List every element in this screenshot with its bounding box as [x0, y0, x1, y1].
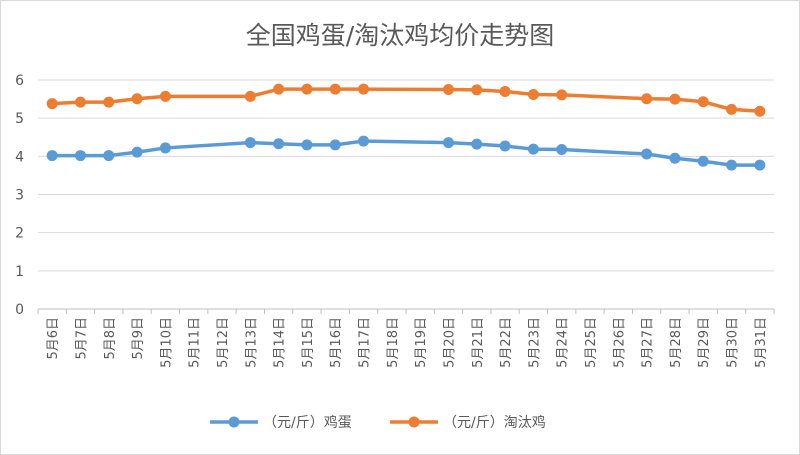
chart-title: 全国鸡蛋/淘汰鸡均价走势图 — [246, 21, 554, 50]
data-point — [329, 139, 341, 151]
legend-item: （元/斤）鸡蛋 — [210, 414, 352, 431]
x-tick-label: 5月19日 — [414, 317, 429, 368]
x-tick-label: 5月8日 — [103, 317, 118, 360]
data-point — [131, 146, 143, 158]
y-tick-label: 4 — [15, 149, 24, 165]
x-tick-label: 5月22日 — [499, 317, 514, 368]
data-point — [442, 137, 454, 149]
data-point — [103, 96, 115, 108]
series-1 — [46, 135, 766, 171]
data-point — [273, 83, 285, 95]
data-point — [697, 96, 709, 108]
data-point — [499, 140, 511, 152]
x-tick-label: 5月6日 — [46, 317, 61, 360]
data-point — [159, 90, 171, 102]
x-tick-label: 5月25日 — [584, 317, 599, 368]
data-point — [754, 159, 766, 171]
data-point — [641, 93, 653, 105]
data-point — [471, 84, 483, 96]
series-2 — [46, 83, 766, 117]
gridlines — [38, 79, 774, 310]
y-tick-label: 0 — [15, 302, 24, 318]
data-point — [74, 96, 86, 108]
data-point — [46, 150, 58, 162]
data-point — [726, 103, 738, 115]
x-axis: 5月6日 5月7日 5月8日 5月9日 5月10日 5月11日 5月12日 5月13日 5月14… — [37, 309, 775, 368]
data-point — [726, 159, 738, 171]
x-tick-label: 5月17日 — [358, 317, 373, 368]
x-tick-label: 5月21日 — [471, 317, 486, 368]
x-tick-label: 5月20日 — [442, 317, 457, 368]
x-tick-label: 5月16日 — [329, 317, 344, 368]
x-tick-label: 5月18日 — [386, 317, 401, 368]
x-tick-label: 5月30日 — [726, 317, 741, 368]
data-point — [442, 84, 454, 96]
data-point — [754, 105, 766, 117]
x-tick-label: 5月7日 — [74, 317, 89, 360]
x-tick-label: 5月24日 — [556, 317, 571, 368]
y-tick-label: 3 — [15, 188, 24, 204]
data-point — [471, 138, 483, 150]
y-tick-label: 1 — [15, 264, 24, 280]
data-point — [74, 150, 86, 162]
x-tick-label: 5月10日 — [159, 317, 174, 368]
y-tick-label: 2 — [15, 226, 24, 242]
legend-marker — [408, 416, 420, 428]
data-point — [527, 89, 539, 101]
x-tick-label: 5月29日 — [697, 317, 712, 368]
data-point — [556, 143, 568, 155]
data-point — [46, 98, 58, 110]
series — [46, 83, 766, 171]
series-line — [52, 139, 760, 167]
legend: （元/斤）鸡蛋 （元/斤）淘汰鸡 — [210, 414, 546, 431]
data-point — [669, 152, 681, 164]
x-tick-label: 5月9日 — [131, 317, 146, 360]
y-tick-label: 5 — [15, 111, 24, 127]
x-tick-label: 5月15日 — [301, 317, 316, 368]
x-tick-label: 5月12日 — [216, 317, 231, 368]
data-point — [358, 83, 370, 95]
data-point — [301, 83, 313, 95]
x-tick-label: 5月27日 — [641, 317, 656, 368]
data-point — [527, 143, 539, 155]
legend-label: （元/斤）鸡蛋 — [263, 414, 352, 431]
y-tick-label: 6 — [15, 73, 24, 89]
data-point — [244, 137, 256, 149]
data-point — [358, 135, 370, 147]
data-point — [131, 93, 143, 105]
data-point — [556, 89, 568, 101]
data-point — [103, 150, 115, 162]
data-point — [697, 155, 709, 167]
data-point — [641, 148, 653, 160]
y-axis: 0 1 2 3 4 5 6 — [15, 73, 24, 318]
data-point — [329, 83, 341, 95]
series-line — [52, 87, 760, 114]
data-point — [499, 85, 511, 97]
data-point — [244, 90, 256, 102]
x-tick-label: 5月28日 — [669, 317, 684, 368]
x-tick-label: 5月11日 — [188, 317, 203, 368]
x-tick-label: 5月31日 — [754, 317, 769, 368]
legend-label: （元/斤）淘汰鸡 — [443, 414, 546, 431]
data-point — [301, 139, 313, 151]
data-point — [669, 93, 681, 105]
x-tick-label: 5月26日 — [612, 317, 627, 368]
x-tick-label: 5月14日 — [273, 317, 288, 368]
legend-item: （元/斤）淘汰鸡 — [390, 414, 546, 431]
x-tick-label: 5月13日 — [244, 317, 259, 368]
data-point — [159, 142, 171, 154]
legend-marker — [228, 416, 240, 428]
data-point — [273, 138, 285, 150]
x-tick-label: 5月23日 — [527, 317, 542, 368]
